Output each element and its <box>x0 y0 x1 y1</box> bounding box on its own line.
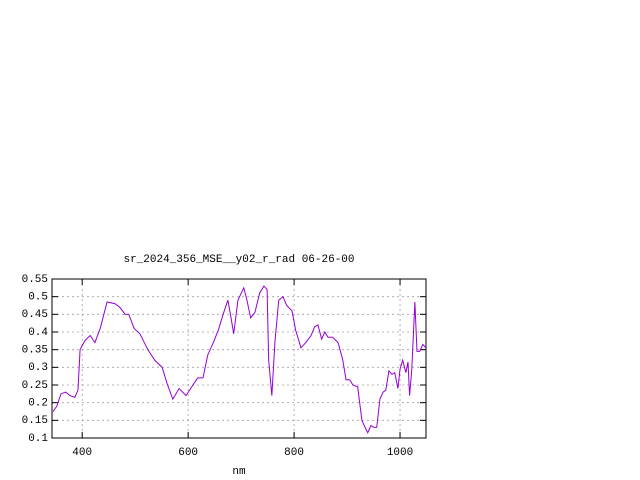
x-tick-label: 600 <box>178 447 198 459</box>
y-tick-label: 0.1 <box>28 433 48 445</box>
y-tick-label: 0.3 <box>28 362 48 374</box>
x-tick-label: 800 <box>284 447 304 459</box>
y-tick-label: 0.4 <box>28 327 48 339</box>
plot-border <box>51 278 427 439</box>
x-tick-label: 400 <box>72 447 92 459</box>
y-tick-label: 0.15 <box>22 415 48 427</box>
y-tick-label: 0.2 <box>28 398 48 410</box>
x-axis-label: nm <box>232 466 246 478</box>
y-tick-label: 0.25 <box>22 380 48 392</box>
y-tick-label: 0.45 <box>22 309 48 321</box>
chart-title: sr_2024_356_MSE__y02_r_rad 06-26-00 <box>123 254 354 266</box>
data-line <box>52 285 427 434</box>
y-tick-label: 0.35 <box>22 345 48 357</box>
y-tick-label: 0.5 <box>28 292 48 304</box>
x-tick-label: 1000 <box>387 447 413 459</box>
y-tick-label: 0.55 <box>22 274 48 286</box>
